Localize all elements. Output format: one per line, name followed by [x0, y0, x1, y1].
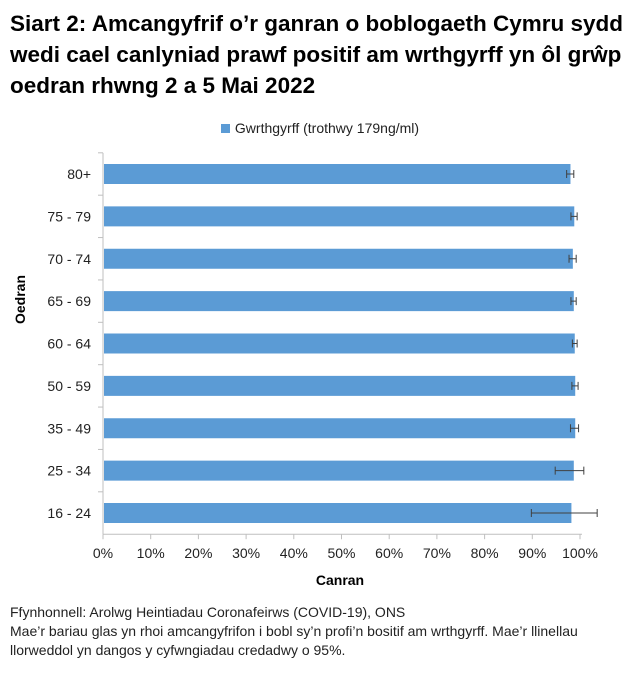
chart-title: Siart 2: Amcangyfrif o’r ganran o boblog…: [10, 11, 624, 98]
y-axis-title: Oedran: [12, 274, 28, 324]
y-tick-label: 70 - 74: [47, 251, 91, 267]
y-tick-label: 35 - 49: [47, 420, 91, 436]
bar: [104, 248, 573, 269]
x-tick-label: 60%: [375, 545, 403, 561]
x-tick-label: 20%: [184, 545, 212, 561]
x-tick-label: 100%: [562, 545, 598, 561]
bar: [104, 375, 576, 396]
footer: Ffynhonnell: Arolwg Heintiadau Coronafei…: [10, 603, 635, 660]
bar: [104, 206, 575, 227]
bar: [104, 503, 572, 523]
legend-label: Gwrthgyrff (trothwy 179ng/ml): [234, 120, 420, 136]
y-tick-label: 80+: [67, 166, 91, 182]
x-tick-label: 40%: [280, 545, 308, 561]
y-tick-label: 25 - 34: [47, 463, 91, 479]
x-tick-label: 50%: [327, 545, 355, 561]
y-tick-label: 16 - 24: [47, 505, 91, 521]
legend-swatch: [220, 123, 230, 133]
note-text: Mae’r bariau glas yn rhoi amcangyfrifon …: [10, 623, 578, 658]
y-tick-label: 50 - 59: [47, 378, 91, 394]
x-tick-label: 80%: [471, 545, 499, 561]
x-tick-label: 90%: [518, 545, 546, 561]
x-tick-label: 10%: [137, 545, 165, 561]
y-tick-label: 60 - 64: [47, 336, 91, 352]
bar: [104, 291, 574, 312]
y-tick-label: 65 - 69: [47, 293, 91, 309]
bar: [104, 418, 576, 439]
y-tick-label: 75 - 79: [47, 208, 91, 224]
bar: [104, 333, 575, 354]
bar: [104, 164, 571, 184]
x-tick-label: 70%: [423, 545, 451, 561]
bar-chart: 80+ 75 - 79 70 - 74 65 - 69 60 - 64 50 - 59 35…: [47, 152, 598, 561]
x-tick-label: 0%: [93, 545, 113, 561]
x-tick-label: 30%: [232, 545, 260, 561]
source-text: Ffynhonnell: Arolwg Heintiadau Coronafei…: [10, 604, 406, 620]
legend: Gwrthgyrff (trothwy 179ng/ml): [0, 118, 640, 138]
bar: [104, 460, 574, 481]
x-axis-title: Canran: [315, 572, 365, 588]
